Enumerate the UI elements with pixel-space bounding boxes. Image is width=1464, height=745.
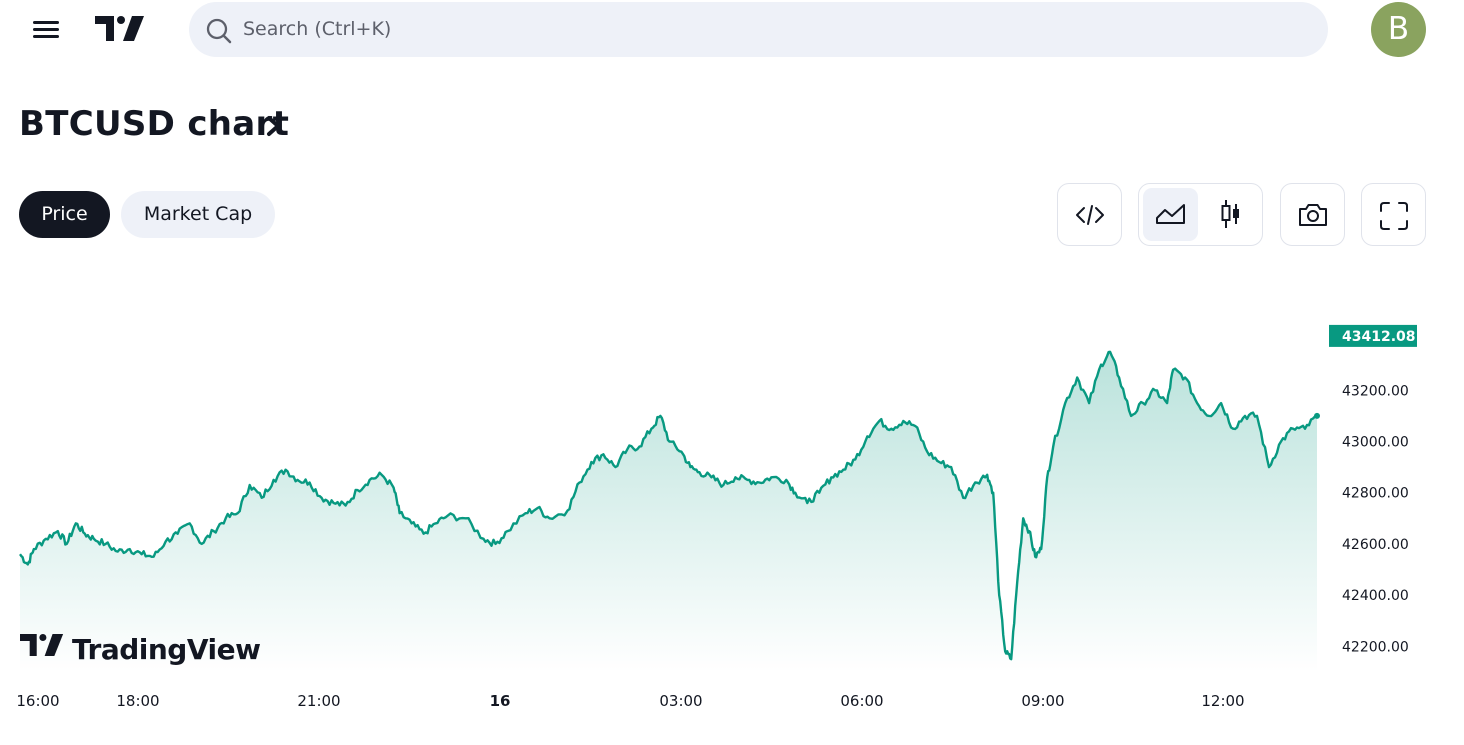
last-price-label: 43412.08	[1342, 329, 1416, 345]
last-price-badge	[1329, 324, 1417, 347]
chart-style-toggle	[1138, 183, 1263, 246]
y-axis-label: 42800.00	[1342, 486, 1409, 502]
camera-icon	[1299, 204, 1327, 226]
x-axis-label: 16	[490, 692, 511, 710]
watermark-text: TradingView	[72, 633, 261, 666]
page-title[interactable]: BTCUSD chart	[19, 104, 290, 144]
area-style-button[interactable]	[1143, 188, 1198, 241]
price-area-fill	[20, 351, 1317, 672]
code-icon	[1076, 205, 1104, 225]
y-axis-label: 43000.00	[1342, 435, 1409, 451]
search-input[interactable]	[243, 14, 843, 44]
y-axis-label: 42200.00	[1342, 639, 1409, 655]
x-axis-label: 21:00	[297, 692, 340, 710]
y-axis-label: 42400.00	[1342, 588, 1409, 604]
fullscreen-button[interactable]	[1361, 183, 1426, 246]
avatar[interactable]: B	[1371, 2, 1426, 57]
tradingview-logo-icon[interactable]	[95, 16, 145, 41]
tab-price[interactable]: Price	[19, 191, 110, 238]
y-axis-label: 42600.00	[1342, 537, 1409, 553]
embed-button[interactable]	[1057, 183, 1122, 246]
last-price-dot	[1314, 412, 1321, 419]
x-axis-label: 09:00	[1021, 692, 1064, 710]
x-axis-label: 06:00	[840, 692, 883, 710]
y-axis-label: 43200.00	[1342, 383, 1409, 399]
x-axis-label: 12:00	[1201, 692, 1244, 710]
tradingview-watermark-logo-icon	[20, 634, 64, 656]
chevron-right-icon[interactable]	[265, 113, 283, 139]
candlestick-style-button[interactable]	[1203, 188, 1258, 241]
fullscreen-icon	[1380, 202, 1408, 230]
candlestick-icon	[1221, 200, 1239, 228]
top-bar: B	[0, 0, 1464, 60]
x-axis-label: 03:00	[659, 692, 702, 710]
search-icon	[206, 18, 232, 44]
snapshot-button[interactable]	[1280, 183, 1345, 246]
hamburger-icon[interactable]	[33, 19, 59, 39]
tab-market-cap[interactable]: Market Cap	[121, 191, 275, 238]
area-chart-icon	[1156, 204, 1185, 224]
x-axis-label: 16:00	[16, 692, 59, 710]
x-axis-label: 18:00	[116, 692, 159, 710]
price-line	[19, 350, 1318, 661]
